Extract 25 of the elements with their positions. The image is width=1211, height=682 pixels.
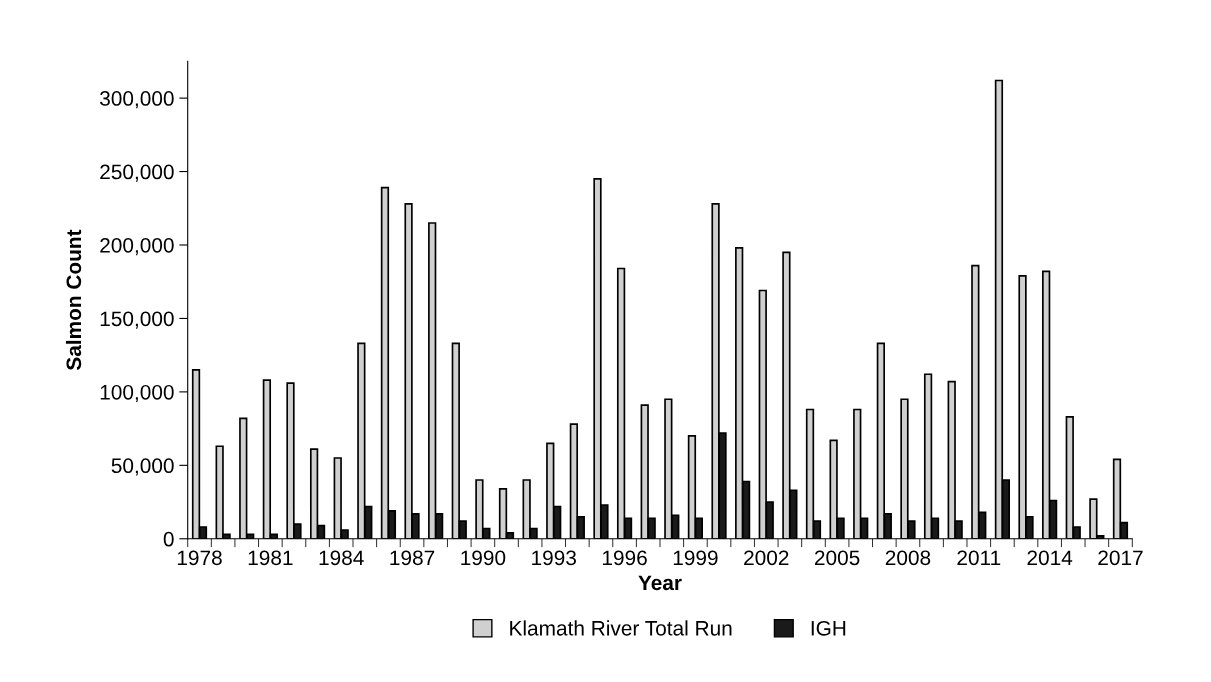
x-tick-label: 1978 (177, 550, 222, 566)
y-tick-label: 250,000 (100, 164, 174, 182)
y-tick-label: 50,000 (111, 458, 174, 476)
x-tick-label: 1990 (461, 550, 506, 566)
x-tick-label: 1999 (673, 550, 718, 566)
x-tick-label: 1981 (248, 550, 293, 566)
x-tick-label: 1996 (602, 550, 647, 566)
legend-label: IGH (811, 620, 846, 636)
legend-label: Klamath River Total Run (510, 620, 732, 636)
y-tick-label: 300,000 (100, 91, 174, 109)
y-axis-title: Salmon Count (65, 229, 82, 371)
y-tick-label: 100,000 (100, 384, 174, 403)
x-tick-label: 1993 (532, 550, 576, 566)
x-tick-label: 1987 (390, 550, 435, 566)
x-tick-label: 2011 (957, 550, 1001, 566)
y-tick-label: 0 (163, 531, 174, 547)
x-tick-label: 2002 (744, 550, 789, 566)
y-tick-label: 150,000 (100, 311, 174, 329)
x-axis-title: Year (638, 575, 682, 591)
y-tick-label: 200,000 (100, 238, 174, 256)
x-tick-label: 2017 (1098, 550, 1143, 566)
x-tick-label: 2005 (814, 550, 860, 566)
x-tick-label: 2014 (1027, 550, 1073, 566)
x-tick-label: 2008 (885, 550, 931, 566)
x-tick-label: 1984 (319, 550, 364, 566)
